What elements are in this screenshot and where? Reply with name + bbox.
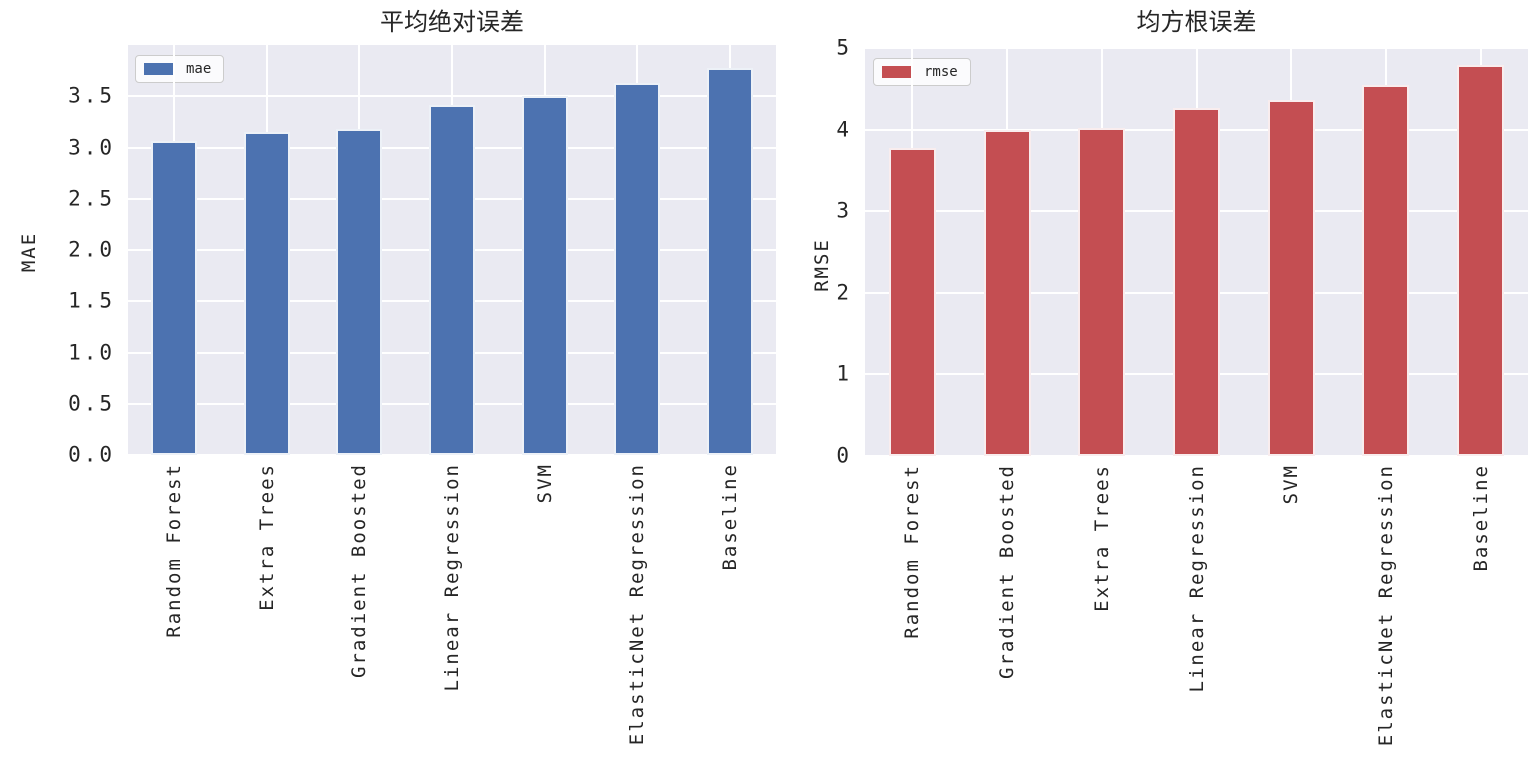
bar-gradient-boosted xyxy=(336,129,383,455)
x-tick-label: ElasticNet Regression xyxy=(1374,464,1397,747)
bar-random-forest xyxy=(888,147,936,456)
y-tick-label: 3.5 xyxy=(68,83,115,108)
mae-chart-title: 平均绝对误差 xyxy=(380,8,524,36)
y-tick-label: 2 xyxy=(836,280,852,305)
rmse-legend-swatch xyxy=(882,66,913,78)
x-tick-label: Gradient Boosted xyxy=(996,464,1019,680)
x-tick-label: ElasticNet Regression xyxy=(626,463,649,746)
bar-svm xyxy=(1267,100,1315,456)
bar-extra-trees xyxy=(1078,127,1126,456)
x-tick-label: Extra Trees xyxy=(1090,464,1113,612)
y-tick-label: 1 xyxy=(836,361,852,386)
y-gridline xyxy=(865,455,1528,457)
mae-legend-swatch xyxy=(144,63,175,75)
x-tick-label: SVM xyxy=(1280,464,1303,505)
y-tick-label: 1.5 xyxy=(68,288,115,313)
bar-elasticnet-regression xyxy=(614,82,661,455)
x-tick-label: Linear Regression xyxy=(441,463,463,692)
y-tick-label: 0.0 xyxy=(68,442,115,467)
y-tick-label: 2.5 xyxy=(68,186,115,211)
mae-legend: mae xyxy=(135,55,225,83)
bar-extra-trees xyxy=(243,132,290,455)
bar-linear-regression xyxy=(429,105,475,455)
bar-baseline xyxy=(706,67,753,455)
y-tick-label: 4 xyxy=(836,117,852,142)
rmse-chart-title: 均方根误差 xyxy=(1136,8,1257,36)
x-tick-label: Extra Trees xyxy=(255,463,278,611)
bar-random-forest xyxy=(151,141,198,455)
y-tick-label: 0 xyxy=(836,443,852,468)
x-tick-label: Gradient Boosted xyxy=(348,463,371,679)
y-tick-label: 1.0 xyxy=(68,340,115,364)
rmse-legend: rmse xyxy=(873,58,971,86)
rmse-legend-label: rmse xyxy=(924,64,958,80)
y-tick-label: 3.0 xyxy=(68,135,115,159)
y-tick-label: 2.0 xyxy=(68,237,115,262)
x-tick-label: Baseline xyxy=(718,463,741,571)
y-tick-label: 0.5 xyxy=(68,391,115,416)
y-tick-label: 5 xyxy=(836,35,852,60)
x-tick-label: Random Forest xyxy=(163,463,186,638)
x-tick-label: Linear Regression xyxy=(1185,464,1208,693)
bar-elasticnet-regression xyxy=(1362,84,1410,456)
y-gridline xyxy=(128,454,776,456)
y-tick-label: 3 xyxy=(836,198,852,223)
bar-baseline xyxy=(1457,65,1505,456)
x-tick-label: Random Forest xyxy=(901,464,924,639)
bar-svm xyxy=(521,96,568,455)
bar-gradient-boosted xyxy=(983,129,1031,456)
x-tick-label: Baseline xyxy=(1469,464,1492,572)
mae-legend-label: mae xyxy=(186,61,212,77)
bar-linear-regression xyxy=(1173,108,1220,456)
x-tick-label: SVM xyxy=(533,463,556,504)
